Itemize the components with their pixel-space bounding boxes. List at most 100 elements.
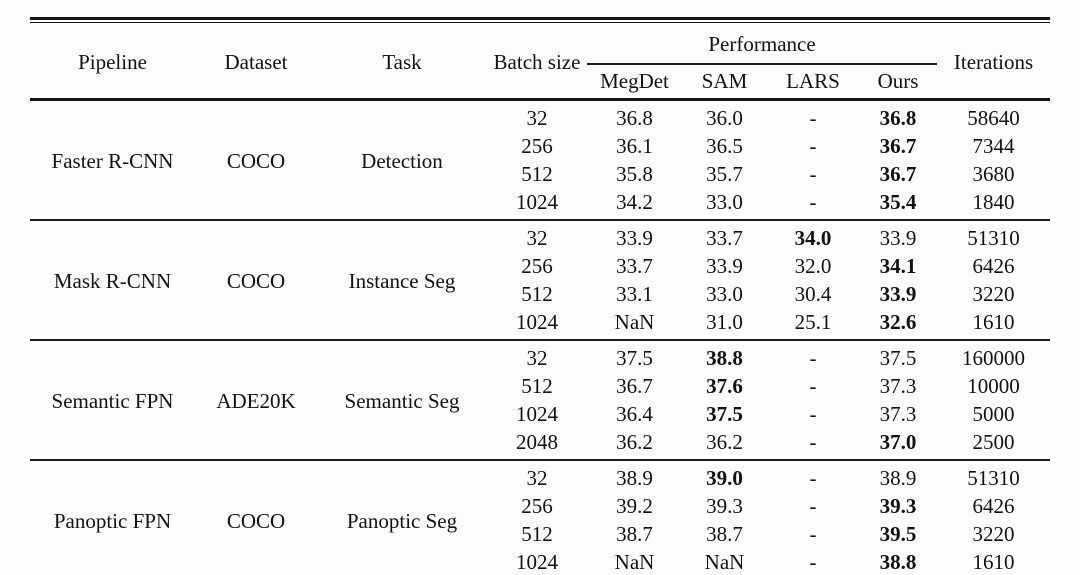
batch-size-cell: 512 [521, 521, 553, 546]
lars-value-cell: - [809, 105, 817, 130]
col-header-sam: SAM [701, 69, 748, 93]
iterations-cell: 3220 [972, 281, 1015, 306]
megdet-value-cell: 38.9 [616, 465, 653, 490]
sam-value-cell: 33.0 [706, 189, 743, 214]
ours-value-cell: 37.5 [879, 345, 917, 370]
batch-size-cell: 256 [521, 133, 553, 158]
task-cell: Semantic Seg [344, 389, 460, 413]
megdet-value-cell: 36.7 [616, 373, 653, 398]
pipeline-cell: Semantic FPN [51, 389, 174, 413]
sam-value-cell: 36.5 [706, 133, 743, 158]
table-row: 512 33.1 33.0 30.4 33.9 3220 [30, 280, 1050, 308]
header-row-methods: MegDet SAM LARS Ours [30, 64, 1050, 100]
megdet-value-cell: 36.1 [616, 133, 653, 158]
batch-size-cell: 1024 [516, 189, 558, 214]
ours-value-cell: 32.6 [879, 309, 917, 334]
batch-size-cell: 1024 [516, 309, 558, 334]
megdet-value-cell: 38.7 [616, 521, 653, 546]
batch-size-cell: 512 [521, 161, 553, 186]
lars-value-cell: - [809, 133, 817, 158]
dataset-cell: COCO [226, 509, 286, 533]
megdet-value-cell: 39.2 [616, 493, 653, 518]
megdet-value-cell: NaN [614, 549, 655, 574]
dataset-cell: ADE20K [216, 389, 296, 413]
col-header-task: Task [382, 49, 422, 74]
batch-size-cell: 256 [521, 253, 553, 278]
task-cell: Panoptic Seg [346, 509, 458, 533]
lars-value-cell: - [809, 549, 817, 574]
lars-value-cell: 32.0 [794, 253, 832, 278]
sam-value-cell: 33.0 [706, 281, 743, 306]
col-header-iterations: Iterations [953, 49, 1034, 74]
batch-size-cell: 1024 [516, 401, 558, 426]
ours-value-cell: 36.8 [879, 105, 917, 130]
sam-value-cell: 37.5 [706, 401, 743, 426]
lars-value-cell: - [809, 429, 817, 454]
megdet-value-cell: 33.7 [616, 253, 653, 278]
benchmark-results-table: Pipeline Dataset Task Batch size Perform… [30, 23, 1051, 575]
megdet-value-cell: 36.2 [616, 429, 653, 454]
sam-value-cell: 38.7 [706, 521, 743, 546]
ours-value-cell: 39.5 [879, 521, 917, 546]
ours-value-cell: 36.7 [879, 161, 917, 186]
iterations-cell: 58640 [967, 105, 1020, 130]
table-row: 256 39.2 39.3 - 39.3 6426 [30, 492, 1050, 520]
col-header-lars: LARS [786, 69, 840, 93]
lars-value-cell: - [809, 521, 817, 546]
pipeline-group-panoptic-fpn: Panoptic FPN COCO Panoptic Seg 32 38.9 39.0 - 3… [30, 460, 1051, 575]
results-table-container: Pipeline Dataset Task Batch size Perform… [30, 17, 1051, 575]
table-header: Pipeline Dataset Task Batch size Perform… [30, 23, 1051, 100]
lars-value-cell: - [809, 345, 817, 370]
batch-size-cell: 2048 [516, 429, 558, 454]
sam-value-cell: 35.7 [706, 161, 743, 186]
pipeline-cell: Mask R-CNN [53, 269, 172, 293]
table-row: 512 35.8 35.7 - 36.7 3680 [30, 160, 1050, 188]
sam-value-cell: 39.3 [706, 493, 743, 518]
iterations-cell: 1610 [972, 549, 1015, 574]
col-header-dataset: Dataset [224, 49, 288, 74]
megdet-value-cell: 37.5 [616, 345, 653, 370]
table-row: 512 38.7 38.7 - 39.5 3220 [30, 520, 1050, 548]
lars-value-cell: 30.4 [794, 281, 832, 306]
iterations-cell: 7344 [972, 133, 1015, 158]
header-row-top: Pipeline Dataset Task Batch size Perform… [30, 23, 1050, 74]
ours-value-cell: 36.7 [879, 133, 917, 158]
lars-value-cell: - [809, 189, 817, 214]
iterations-cell: 1610 [972, 309, 1015, 334]
table-row: Faster R-CNN COCO Detection 32 36.8 36.0 - 36.8… [30, 100, 1050, 174]
megdet-value-cell: 36.4 [616, 401, 653, 426]
table-row: Semantic FPN ADE20K Semantic Seg 32 37.5 38.8… [30, 340, 1050, 414]
table-row: 1024 34.2 33.0 - 35.4 1840 [30, 188, 1050, 220]
pipeline-group-semantic-fpn: Semantic FPN ADE20K Semantic Seg 32 37.5 38.8… [30, 340, 1051, 460]
ours-value-cell: 38.8 [879, 549, 917, 574]
col-header-ours: Ours [877, 69, 919, 93]
iterations-cell: 10000 [967, 373, 1020, 398]
ours-value-cell: 34.1 [879, 253, 917, 278]
megdet-value-cell: 35.8 [616, 161, 653, 186]
iterations-cell: 2500 [972, 429, 1015, 454]
megdet-value-cell: NaN [614, 309, 655, 334]
ours-value-cell: 33.9 [879, 225, 917, 250]
sam-value-cell: 38.8 [706, 345, 743, 370]
lars-value-cell: 34.0 [794, 225, 832, 250]
sam-value-cell: NaN [704, 549, 745, 574]
iterations-cell: 3680 [972, 161, 1015, 186]
lars-value-cell: - [809, 401, 817, 426]
table-row: 256 33.7 33.9 32.0 34.1 6426 [30, 252, 1050, 280]
iterations-cell: 6426 [972, 253, 1015, 278]
ours-value-cell: 35.4 [879, 189, 917, 214]
batch-size-cell: 512 [521, 373, 553, 398]
table-row: 1024 36.4 37.5 - 37.3 5000 [30, 400, 1050, 428]
batch-size-cell: 1024 [516, 549, 558, 574]
ours-value-cell: 37.0 [879, 429, 917, 454]
pipeline-cell: Faster R-CNN [51, 149, 174, 173]
megdet-value-cell: 33.9 [616, 225, 653, 250]
lars-value-cell: - [809, 161, 817, 186]
ours-value-cell: 37.3 [879, 401, 917, 426]
iterations-cell: 3220 [972, 521, 1015, 546]
table-row: 1024 NaN 31.0 25.1 32.6 1610 [30, 308, 1050, 340]
batch-size-cell: 32 [526, 345, 548, 370]
table-row: Mask R-CNN COCO Instance Seg 32 33.9 33.7 34.0… [30, 220, 1050, 294]
sam-value-cell: 33.9 [706, 253, 743, 278]
